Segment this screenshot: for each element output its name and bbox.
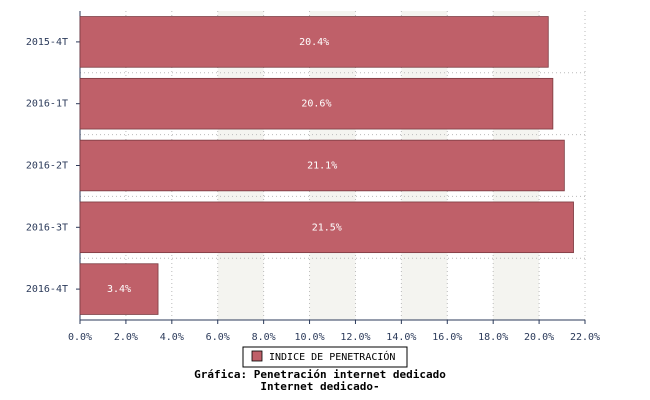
- x-tick-label: 8.0%: [252, 332, 276, 343]
- y-tick-label: 2016-1T: [26, 99, 68, 110]
- x-tick-label: 2.0%: [114, 332, 138, 343]
- bar: [79, 16, 549, 68]
- bar: [79, 263, 159, 315]
- bar: [79, 201, 574, 254]
- chart-subtitle: Internet dedicado-: [260, 380, 379, 393]
- x-tick-label: 14.0%: [386, 332, 416, 343]
- value-label: 21.1%: [307, 161, 337, 172]
- x-tick-label: 16.0%: [432, 332, 462, 343]
- x-tick-label: 22.0%: [570, 332, 600, 343]
- x-tick-label: 4.0%: [160, 332, 184, 343]
- x-tick-label: 12.0%: [340, 332, 370, 343]
- value-label: 20.4%: [299, 37, 329, 48]
- legend-label: INDICE DE PENETRACIÓN: [269, 350, 395, 363]
- chart-title: Gráfica: Penetración internet dedicado: [194, 368, 446, 381]
- x-tick-label: 6.0%: [206, 332, 230, 343]
- bar: [79, 139, 565, 192]
- bar: [79, 77, 554, 130]
- x-tick-label: 18.0%: [478, 332, 508, 343]
- value-label: 20.6%: [301, 99, 331, 110]
- x-tick-label: 20.0%: [524, 332, 554, 343]
- y-tick-label: 2016-4T: [26, 284, 68, 295]
- y-tick-label: 2016-3T: [26, 222, 68, 233]
- x-tick-label: 0.0%: [68, 332, 92, 343]
- value-label: 3.4%: [107, 284, 131, 295]
- value-label: 21.5%: [312, 222, 342, 233]
- legend-box: [242, 346, 408, 368]
- y-tick-label: 2015-4T: [26, 37, 68, 48]
- legend-swatch: [251, 350, 263, 362]
- x-tick-label: 10.0%: [294, 332, 324, 343]
- y-tick-label: 2016-2T: [26, 161, 68, 172]
